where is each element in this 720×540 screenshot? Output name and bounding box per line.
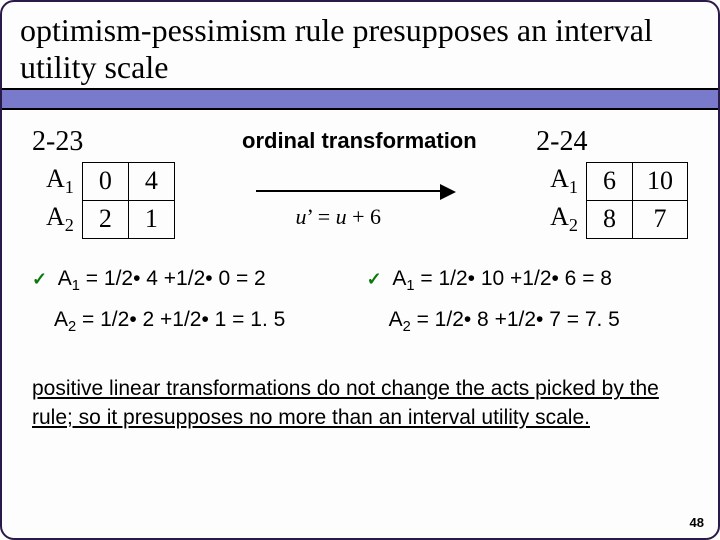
title-underline bbox=[2, 88, 718, 110]
tables-row: ordinal transformation 2-23 A1 0 4 A2 2 … bbox=[32, 126, 688, 239]
arrow-line bbox=[256, 190, 442, 192]
table-row: A1 6 10 bbox=[536, 162, 687, 200]
conclusion-text: positive linear transformations do not c… bbox=[32, 375, 688, 432]
cell: 10 bbox=[633, 162, 688, 200]
slide-title: optimism-pessimism rule presupposes an i… bbox=[2, 2, 718, 88]
cell: 1 bbox=[128, 200, 174, 238]
calc-right: ✓ A1 = 1/2• 10 +1/2• 6 = 8 A2 = 1/2• 8 +… bbox=[367, 267, 688, 349]
check-icon: ✓ bbox=[367, 269, 382, 289]
cell: 6 bbox=[587, 162, 633, 200]
calc-line: A2 = 1/2• 8 +1/2• 7 = 7. 5 bbox=[367, 308, 688, 335]
payoff-table-right: A1 6 10 A2 8 7 bbox=[536, 162, 688, 239]
cell: 0 bbox=[82, 162, 128, 200]
left-table-block: 2-23 A1 0 4 A2 2 1 bbox=[32, 126, 175, 239]
calc-line: A2 = 1/2• 2 +1/2• 1 = 1. 5 bbox=[32, 308, 353, 335]
arrow-formula: u’ = u + 6 bbox=[296, 204, 382, 230]
calc-line: ✓ A1 = 1/2• 10 +1/2• 6 = 8 bbox=[367, 267, 688, 294]
arrow-head-icon bbox=[440, 184, 456, 200]
calc-line: ✓ A1 = 1/2• 4 +1/2• 0 = 2 bbox=[32, 267, 353, 294]
payoff-table-left: A1 0 4 A2 2 1 bbox=[32, 162, 175, 239]
calc-left: ✓ A1 = 1/2• 4 +1/2• 0 = 2 A2 = 1/2• 2 +1… bbox=[32, 267, 353, 349]
fig-label-right: 2-24 bbox=[536, 126, 688, 158]
cell: 8 bbox=[587, 200, 633, 238]
check-icon: ✓ bbox=[32, 269, 47, 289]
table-row: A2 2 1 bbox=[32, 200, 174, 238]
right-table-block: 2-24 A1 6 10 A2 8 7 bbox=[536, 126, 688, 239]
slide-content: ordinal transformation 2-23 A1 0 4 A2 2 … bbox=[2, 110, 718, 432]
table-row: A1 0 4 bbox=[32, 162, 174, 200]
table-row: A2 8 7 bbox=[536, 200, 687, 238]
page-number: 48 bbox=[690, 515, 704, 530]
calculations-row: ✓ A1 = 1/2• 4 +1/2• 0 = 2 A2 = 1/2• 2 +1… bbox=[32, 267, 688, 349]
cell: 4 bbox=[128, 162, 174, 200]
transform-arrow: u’ = u + 6 bbox=[256, 164, 456, 234]
cell: 2 bbox=[82, 200, 128, 238]
ordinal-label: ordinal transformation bbox=[242, 128, 477, 154]
fig-label-left: 2-23 bbox=[32, 126, 175, 158]
cell: 7 bbox=[633, 200, 688, 238]
